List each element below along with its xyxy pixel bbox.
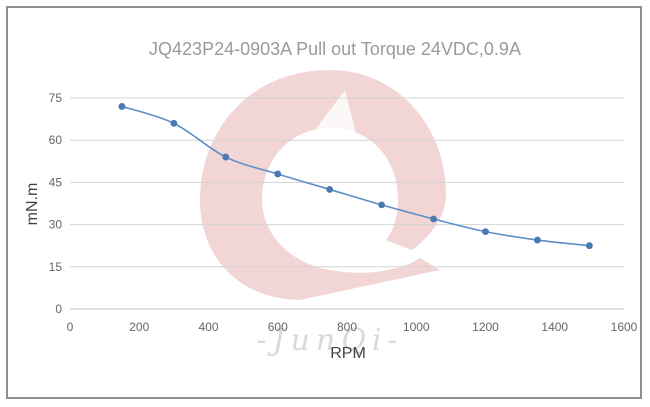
x-tick-label: 1400 xyxy=(541,320,568,334)
chart-title: JQ423P24-0903A Pull out Torque 24VDC,0.9… xyxy=(149,39,521,59)
data-point xyxy=(430,215,437,223)
data-point xyxy=(274,170,282,178)
y-tick-label: 75 xyxy=(49,91,63,105)
x-tick-label: 200 xyxy=(129,320,149,334)
x-tick-label: 600 xyxy=(268,320,288,334)
data-point xyxy=(170,119,178,127)
x-tick-label: 0 xyxy=(67,320,74,334)
y-tick-label: 45 xyxy=(49,175,63,189)
y-axis-label: mN.m xyxy=(24,183,41,226)
grid-lines xyxy=(70,97,624,310)
y-tick-labels: 0 15 30 45 60 75 xyxy=(49,91,63,316)
series-line xyxy=(121,105,590,247)
data-point xyxy=(326,186,334,193)
y-tick-label: 15 xyxy=(49,260,63,274)
y-tick-label: 60 xyxy=(49,133,63,147)
x-tick-label: 1000 xyxy=(403,320,430,334)
x-tick-label: 400 xyxy=(198,320,218,334)
y-tick-label: 30 xyxy=(49,218,63,232)
data-point xyxy=(534,236,541,244)
x-tick-labels: 0 200 400 600 800 1000 1200 1400 1600 xyxy=(67,320,638,334)
watermark-text: -JunQi- xyxy=(256,323,403,358)
watermark-logo xyxy=(200,70,446,300)
x-axis-label: RPM xyxy=(330,345,366,362)
data-point xyxy=(222,153,230,161)
x-tick-label: 1600 xyxy=(611,320,638,334)
data-point xyxy=(378,201,386,209)
data-point xyxy=(585,242,593,250)
data-point xyxy=(118,103,126,110)
y-tick-label: 0 xyxy=(55,302,62,316)
series-layer xyxy=(118,103,593,250)
data-point xyxy=(482,228,489,236)
x-tick-label: 1200 xyxy=(472,320,499,334)
x-tick-label: 800 xyxy=(337,320,357,334)
